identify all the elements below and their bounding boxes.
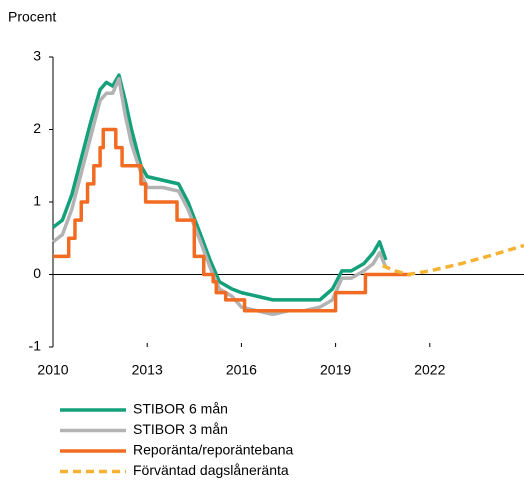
series-line — [382, 243, 524, 277]
legend-label: STIBOR 3 mån — [133, 421, 228, 437]
legend-label: STIBOR 6 mån — [133, 401, 228, 417]
y-tick-label: 2 — [33, 120, 41, 136]
y-tick-label: 0 — [33, 265, 41, 281]
y-tick-label: 3 — [33, 48, 41, 64]
x-tick-label: 2019 — [320, 362, 351, 378]
x-tick-label: 2013 — [132, 362, 163, 378]
y-tick-label: -1 — [29, 338, 42, 354]
y-axis-label: Procent — [8, 9, 56, 25]
series-line — [51, 77, 388, 317]
y-tick-label: 1 — [33, 193, 41, 209]
x-tick-label: 2010 — [37, 362, 68, 378]
series-line — [53, 127, 411, 313]
series-line — [51, 73, 388, 302]
legend-label: Reporänta/reporäntebana — [133, 442, 294, 458]
x-tick-label: 2016 — [226, 362, 257, 378]
x-tick-label: 2022 — [414, 362, 445, 378]
legend-label: Förväntad dagslåneränta — [133, 462, 289, 478]
